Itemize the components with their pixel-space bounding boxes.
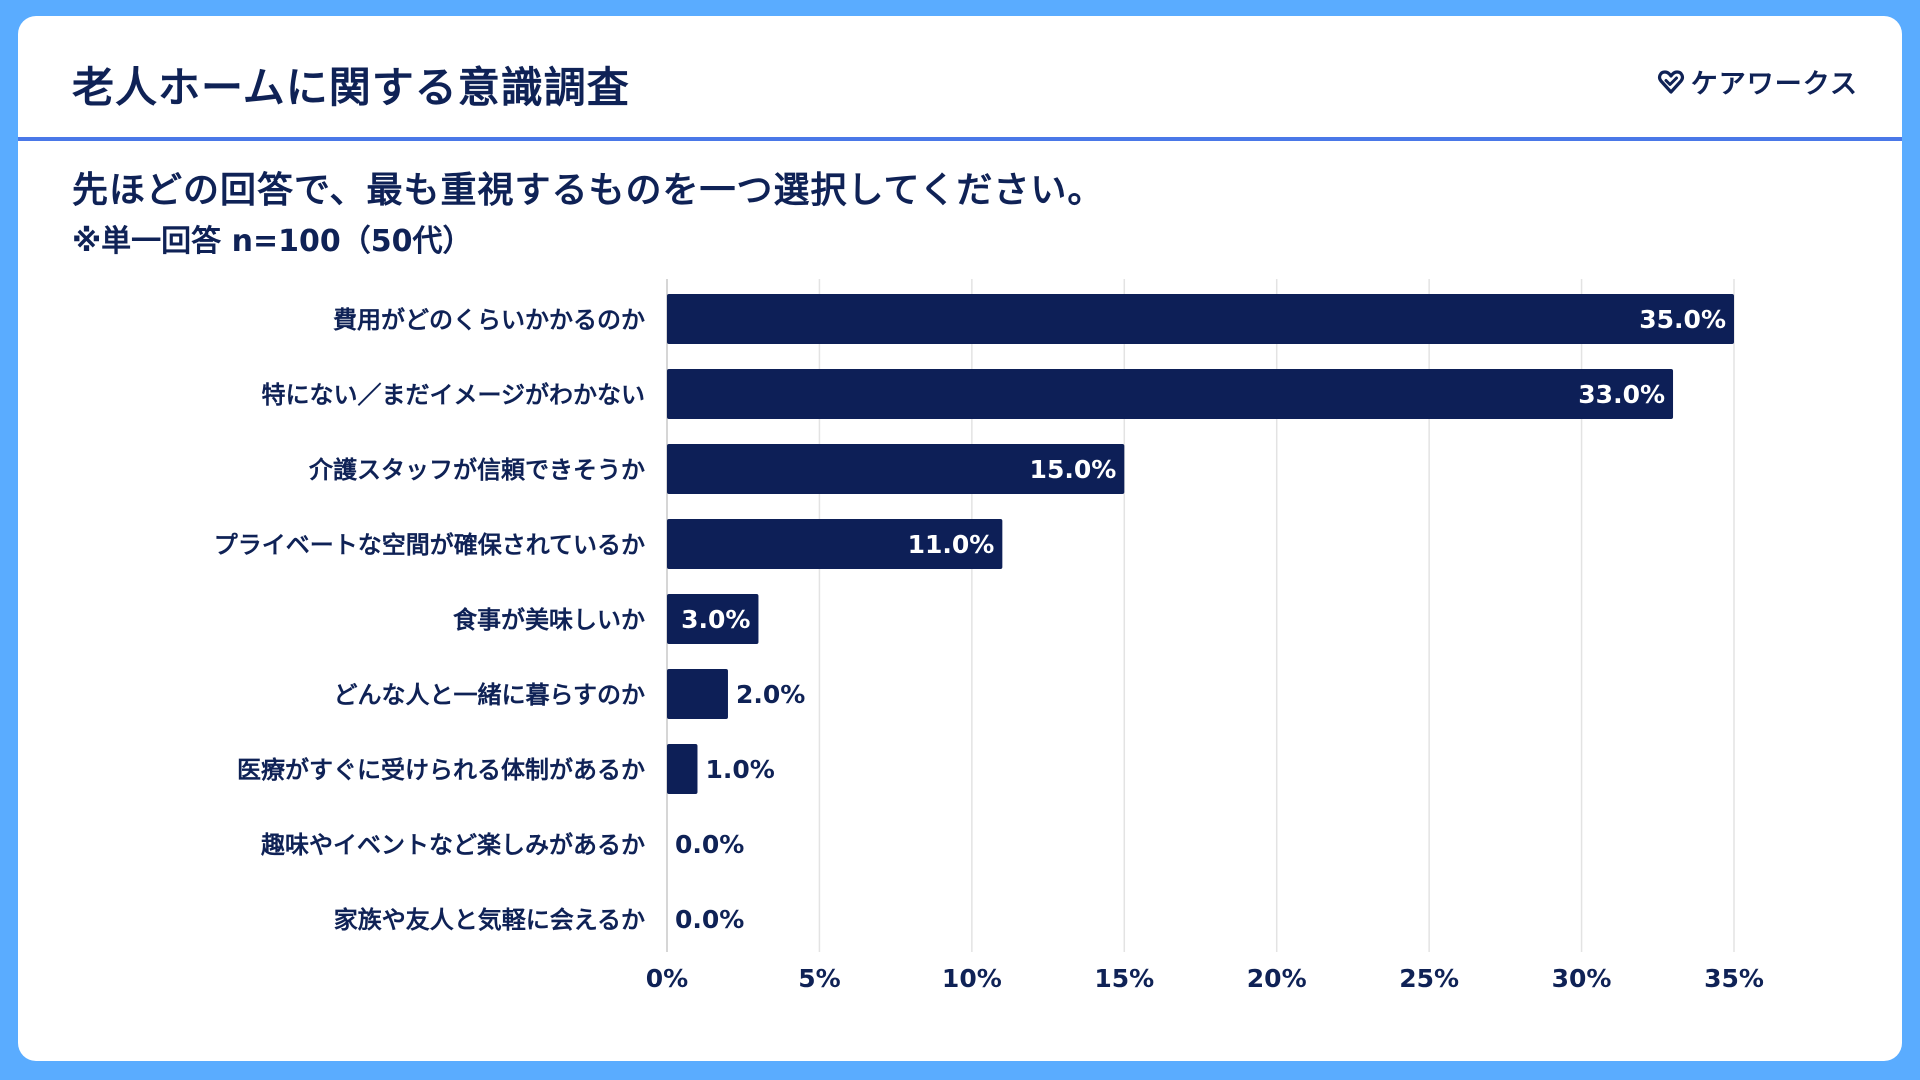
bar-layer: [667, 294, 1734, 794]
question-text: 先ほどの回答で、最も重視するものを一つ選択してください。: [72, 170, 1105, 211]
category-label: 医療がすぐに受けられる体制があるか: [237, 756, 645, 784]
header-bar: 老人ホームに関する意識調査 ケアワークス: [18, 16, 1902, 141]
x-tick-label: 5%: [798, 964, 840, 993]
x-tick-label: 35%: [1704, 964, 1764, 993]
category-label: 特にない／まだイメージがわかない: [261, 381, 645, 409]
data-label: 1.0%: [705, 755, 774, 784]
category-label: 費用がどのくらいかかるのか: [333, 306, 645, 334]
bar: [667, 369, 1674, 419]
category-label: どんな人と一緒に暮らすのか: [333, 681, 645, 709]
x-tick-label: 25%: [1399, 964, 1459, 993]
category-label: プライベートな空間が確保されているか: [214, 531, 645, 559]
label-layer: 費用がどのくらいかかるのか 35.0% 特にない／まだイメージがわかない 33.0% 介…: [214, 305, 1726, 934]
data-label: 0.0%: [675, 905, 744, 934]
brand-logo: ケアワークス: [1657, 62, 1858, 101]
data-label: 11.0%: [908, 530, 995, 559]
page-title: 老人ホームに関する意識調査: [72, 63, 630, 112]
bar: [667, 744, 698, 794]
bar: [667, 669, 728, 719]
bar: [667, 519, 1003, 569]
data-label: 33.0%: [1578, 380, 1665, 409]
data-label: 3.0%: [681, 605, 750, 634]
x-tick-label: 15%: [1094, 964, 1154, 993]
survey-card: 老人ホームに関する意識調査 ケアワークス 先ほどの回答で、最も重視するものを一つ…: [18, 16, 1902, 1061]
bar: [667, 594, 759, 644]
bar-chart: 費用がどのくらいかかるのか 35.0% 特にない／まだイメージがわかない 33.0% 介…: [214, 279, 1764, 993]
heart-check-icon: [1657, 69, 1684, 94]
x-tick-label: 0%: [646, 964, 688, 993]
category-label: 趣味やイベントなど楽しみがあるか: [260, 831, 645, 859]
bar: [667, 294, 1734, 344]
data-label: 2.0%: [736, 680, 805, 709]
x-tick-label: 30%: [1552, 964, 1612, 993]
tick-layer: 0% 5% 10% 15% 20% 25% 30% 35%: [646, 964, 1764, 993]
bar: [667, 444, 1125, 494]
data-label: 15.0%: [1030, 455, 1117, 484]
logo-text: ケアワークス: [1690, 69, 1858, 100]
data-label: 35.0%: [1639, 305, 1726, 334]
data-label: 0.0%: [675, 830, 744, 859]
x-tick-label: 10%: [942, 964, 1002, 993]
category-label: 食事が美味しいか: [453, 606, 645, 634]
x-tick-label: 20%: [1247, 964, 1307, 993]
sample-note: ※単一回答 n=100（50代）: [72, 224, 473, 259]
category-label: 介護スタッフが信頼できそうか: [308, 456, 645, 484]
category-label: 家族や友人と気軽に会えるか: [334, 906, 645, 934]
